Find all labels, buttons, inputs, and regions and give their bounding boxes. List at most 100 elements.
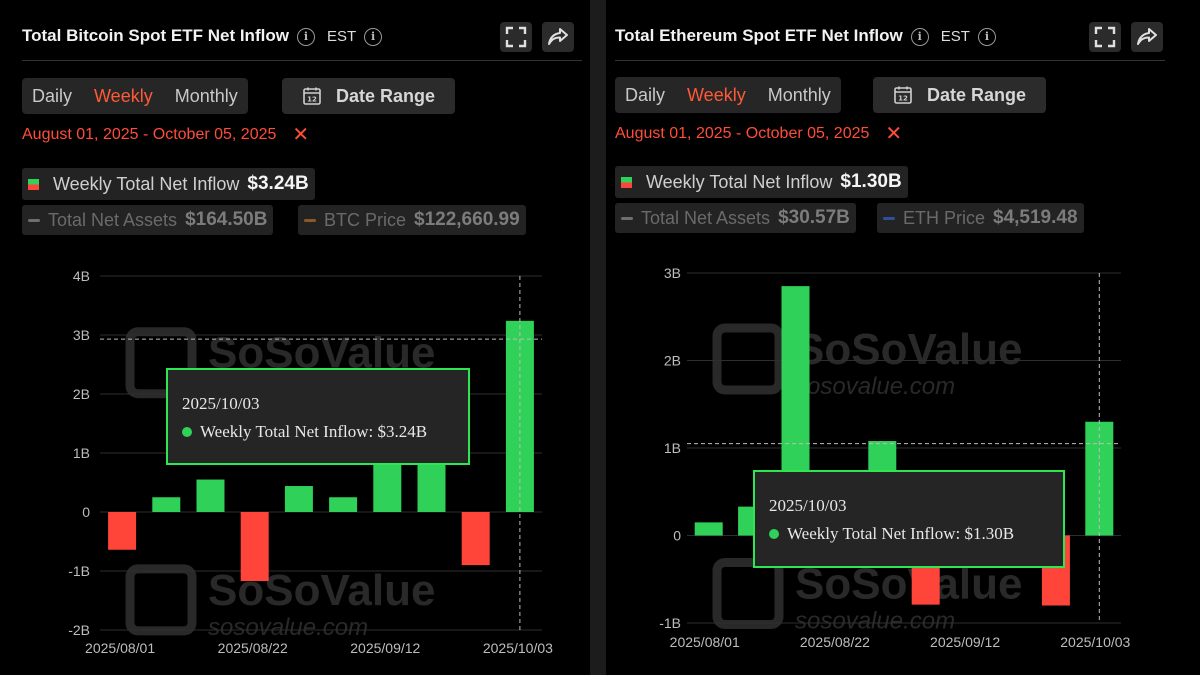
- interval-tabs: Daily Weekly Monthly: [22, 78, 248, 114]
- selected-date-range: August 01, 2025 - October 05, 2025 ✕: [615, 121, 902, 146]
- date-range-button[interactable]: 12 Date Range: [282, 78, 456, 114]
- tooltip-date: 2025/10/03: [769, 496, 847, 515]
- y-tick-label: -1B: [659, 615, 681, 631]
- total-net-assets-stat[interactable]: Total Net Assets $30.57B: [615, 203, 856, 233]
- watermark-site: sosovalue.com: [795, 608, 955, 635]
- tab-weekly[interactable]: Weekly: [94, 85, 153, 106]
- panel-title-text: Total Ethereum Spot ETF Net Inflow: [615, 26, 903, 45]
- panel-title: Total Ethereum Spot ETF Net Inflow i EST i: [615, 26, 996, 46]
- x-tick-label: 2025/08/01: [85, 640, 155, 656]
- timezone-label: EST: [940, 28, 970, 46]
- bar: [417, 459, 446, 512]
- bar: [329, 497, 358, 512]
- primary-stat: Weekly Total Net Inflow $1.30B: [615, 166, 908, 198]
- bar: [694, 522, 723, 536]
- clear-range-icon[interactable]: ✕: [885, 123, 903, 145]
- fullscreen-button[interactable]: [500, 22, 532, 52]
- y-tick-label: 2B: [73, 386, 90, 402]
- fullscreen-icon: [1094, 26, 1116, 48]
- tab-weekly[interactable]: Weekly: [687, 84, 746, 105]
- line-legend-icon: [28, 218, 40, 222]
- total-net-assets-stat[interactable]: Total Net Assets $164.50B: [22, 205, 274, 235]
- x-tick-label: 2025/09/12: [930, 634, 1000, 650]
- series-dot-icon: [769, 529, 779, 539]
- y-tick-label: 4B: [73, 268, 90, 284]
- primary-stat-label: Weekly Total Net Inflow: [646, 171, 833, 192]
- date-range-button[interactable]: 12 Date Range: [873, 77, 1047, 113]
- tooltip-value: Weekly Total Net Inflow: $3.24B: [182, 422, 427, 442]
- stat-value: $30.57B: [778, 207, 850, 228]
- timezone-label: EST: [326, 28, 357, 46]
- y-tick-label: 1B: [73, 445, 90, 461]
- watermark-site: sosovalue.com: [795, 373, 955, 400]
- stat-label: Total Net Assets: [641, 207, 771, 228]
- series-dot-icon: [182, 427, 192, 437]
- line-legend-icon: [883, 216, 895, 220]
- line-legend-icon: [304, 218, 316, 222]
- date-range-text: August 01, 2025 - October 05, 2025: [22, 126, 277, 143]
- share-button[interactable]: [542, 22, 574, 52]
- chart-tooltip: 2025/10/03 Weekly Total Net Inflow: $3.2…: [166, 368, 470, 465]
- y-tick-label: 3B: [73, 327, 90, 343]
- stat-label: BTC Price: [324, 209, 407, 230]
- x-tick-label: 2025/08/01: [670, 634, 740, 650]
- svg-text:12: 12: [307, 96, 317, 104]
- y-tick-label: 0: [673, 528, 681, 544]
- inflow-bar-chart[interactable]: SoSoValuesosovalue.comSoSoValuesosovalue…: [615, 260, 1165, 660]
- x-tick-label: 2025/10/03: [483, 640, 553, 656]
- info-icon[interactable]: i: [977, 27, 996, 46]
- tab-monthly[interactable]: Monthly: [767, 84, 831, 105]
- panel-header: Total Bitcoin Spot ETF Net Inflow i EST i: [22, 22, 582, 61]
- fullscreen-button[interactable]: [1089, 22, 1121, 52]
- interval-tabs: Daily Weekly Monthly: [615, 77, 841, 113]
- clear-range-icon[interactable]: ✕: [292, 124, 310, 146]
- stat-label: ETH Price: [903, 207, 986, 228]
- price-stat[interactable]: BTC Price $122,660.99: [298, 205, 526, 235]
- price-stat[interactable]: ETH Price $4,519.48: [877, 203, 1084, 233]
- tooltip-value-text: Weekly Total Net Inflow: $3.24B: [200, 422, 428, 441]
- tab-daily[interactable]: Daily: [32, 85, 73, 106]
- x-tick-label: 2025/09/12: [350, 640, 420, 656]
- y-tick-label: 2B: [664, 353, 681, 369]
- y-tick-label: 3B: [664, 265, 681, 281]
- y-tick-label: 0: [82, 504, 90, 520]
- info-icon[interactable]: i: [296, 27, 315, 46]
- info-icon[interactable]: i: [364, 27, 383, 46]
- tooltip-date: 2025/10/03: [182, 394, 260, 413]
- panel-header: Total Ethereum Spot ETF Net Inflow i EST i: [615, 22, 1165, 61]
- y-tick-label: 1B: [664, 440, 681, 456]
- primary-stat-label: Weekly Total Net Inflow: [53, 173, 240, 194]
- bar: [240, 512, 269, 582]
- panel-title-text: Total Bitcoin Spot ETF Net Inflow: [22, 26, 289, 45]
- stat-value: $164.50B: [185, 209, 268, 230]
- date-range-text: August 01, 2025 - October 05, 2025: [615, 125, 870, 142]
- watermark-logo-icon: [125, 564, 197, 636]
- primary-stat: Weekly Total Net Inflow $3.24B: [22, 168, 315, 200]
- tab-daily[interactable]: Daily: [625, 84, 666, 105]
- bar: [108, 512, 137, 550]
- tab-monthly[interactable]: Monthly: [174, 85, 238, 106]
- stat-label: Total Net Assets: [48, 209, 178, 230]
- chart-tooltip: 2025/10/03 Weekly Total Net Inflow: $1.3…: [753, 470, 1065, 568]
- y-tick-label: -1B: [68, 563, 90, 579]
- x-tick-label: 2025/10/03: [1060, 634, 1130, 650]
- bar: [461, 512, 490, 566]
- stat-value: $122,660.99: [414, 209, 520, 230]
- watermark-logo-icon: [712, 323, 784, 395]
- primary-stat-value: $3.24B: [247, 173, 309, 194]
- bar: [284, 486, 313, 512]
- selected-date-range: August 01, 2025 - October 05, 2025 ✕: [22, 122, 309, 147]
- share-button[interactable]: [1131, 22, 1163, 52]
- date-range-label: Date Range: [927, 84, 1027, 105]
- primary-stat-value: $1.30B: [840, 171, 902, 192]
- inflow-legend-icon: [621, 176, 632, 188]
- bar: [196, 479, 225, 512]
- tooltip-value-text: Weekly Total Net Inflow: $1.30B: [787, 524, 1015, 543]
- eth-etf-panel: Total Ethereum Spot ETF Net Inflow i EST i …: [615, 0, 1165, 675]
- inflow-legend-icon: [28, 178, 39, 190]
- calendar-icon: 12: [303, 87, 321, 105]
- bar: [152, 497, 181, 512]
- panel-title: Total Bitcoin Spot ETF Net Inflow i EST i: [22, 26, 383, 46]
- info-icon[interactable]: i: [910, 27, 929, 46]
